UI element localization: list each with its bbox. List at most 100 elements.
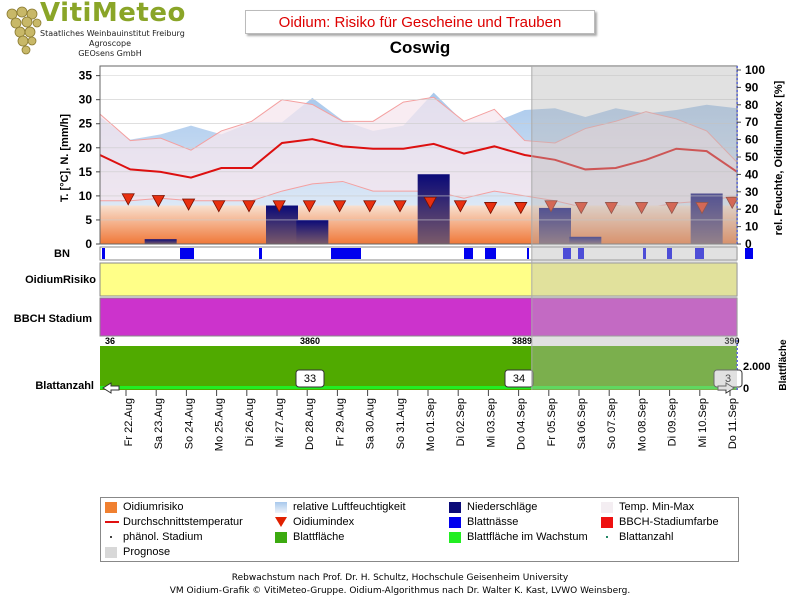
legend-label: Blattanzahl [619,531,674,543]
risk-label: OidiumRisiko [25,274,96,286]
precipitation-bar [296,219,329,244]
x-tick-label: Mo 08.Sep [636,398,648,451]
y-axis-label: T. [°C], N. [mm/h] [59,114,71,202]
legend-item: Durchschnittstemperatur [105,516,243,528]
leaf-area-label: Blattfläche [778,339,789,391]
bbch-label: BBCH Stadium [14,313,92,325]
y-right-tick-label: 60 [745,133,759,147]
legend-swatch [449,531,461,543]
legend-label: Oidiumindex [293,516,355,528]
precipitation-bar [266,205,298,244]
legend-item: phänol. Stadium [105,531,203,543]
legend-swatch [449,516,461,528]
y-axis-right-label: rel. Feuchte, OidiumIndex [%] [773,80,785,235]
leaf-area-band [100,346,737,390]
forecast-overlay [531,66,737,390]
y-right-tick-label: 30 [745,185,759,199]
legend-item: Blattfläche [275,531,344,543]
x-tick-label: Mo 25.Aug [214,398,226,451]
x-tick-label: Do 04.Sep [516,398,528,450]
legend-item: Blattanzahl [601,531,673,543]
leaf-growth-band [100,386,737,389]
leaf-wetness-bar [259,248,262,259]
x-tick-label: So 24.Aug [183,398,195,449]
leaf-number-box [504,369,534,388]
logo-line-1: Staatliches Weinbauinstitut Freiburg [40,29,185,38]
y-tick-label: 5 [85,213,92,227]
y-tick-label: 25 [79,117,93,131]
x-tick-label: So 31.Aug [395,398,407,449]
leaf-wetness-bar [578,248,584,259]
legend-swatch [606,536,608,538]
y-right-tick-label: 90 [745,80,759,94]
leaf-area-right-tick: 2.000 [743,361,771,373]
leaf-wetness-bar [667,248,672,259]
y-right-tick-label: 10 [745,220,759,234]
oidium-index-marker [665,202,679,215]
y-right-tick-label: 70 [745,115,759,129]
leaf-number-label: 34 [513,373,525,385]
plot-area [100,75,737,244]
temp-min-max-band [100,97,737,208]
x-tick-label: Fr 29.Aug [334,398,346,446]
x-tick-label: Sa 23.Aug [153,398,165,449]
oidium-index-marker [151,195,166,208]
leaf-wetness-bar [745,248,753,259]
precipitation-bar [417,174,450,244]
x-tick-label: Di 26.Aug [244,398,256,446]
y-tick-label: 15 [79,165,93,179]
leaf-wetness-bar [563,248,571,259]
y-right-tick-label: 50 [745,150,759,164]
legend-label: BBCH-Stadiumfarbe [619,516,719,528]
y-tick-label: 35 [79,69,93,83]
legend-swatch [601,501,613,513]
oidium-index-marker [272,200,286,213]
forecast-shade [531,66,737,390]
legend-swatch [105,521,119,523]
leaf-wetness-bar [331,248,361,259]
grape-logo-icon [6,6,42,55]
legend-label: relative Luftfeuchtigkeit [293,501,406,513]
oidium-index-marker [634,202,649,215]
oidium-index-marker [332,200,347,213]
leaf-wetness-bar [464,248,473,259]
x-tick-label: Do 11.Sep [727,398,739,449]
legend-item: Prognose [105,546,170,558]
oidium-index-marker [483,202,498,215]
precipitation-bar [690,193,723,244]
leaf-wetness-bar [102,248,105,259]
leaf-number-label: 3 [725,373,731,385]
leaf-wetness-bar [485,248,496,259]
x-tick-label: Di 02.Sep [455,398,467,446]
leaf-area-right-tick: 0 [743,383,749,395]
x-tick-label: Sa 06.Sep [576,398,588,449]
legend-label: Blattnässe [467,516,519,528]
x-tick-label: Mi 10.Sep [697,398,709,448]
y-right-tick-label: 100 [745,63,765,77]
legend-swatch [275,517,287,527]
y-right-tick-label: 80 [745,98,759,112]
y-right-tick-label: 20 [745,202,759,216]
legend-label: Blattfläche im Wachstum [467,531,588,543]
legend-item: Blattfläche im Wachstum [449,531,588,543]
y-tick-label: 20 [79,141,93,155]
x-tick-label: Mi 27.Aug [274,398,286,448]
oidium-index-marker [604,202,619,215]
oidium-index-marker [574,202,588,215]
x-tick-label: Mo 01.Sep [425,398,437,451]
leaf-area-tick: 3860 [300,336,320,346]
leaf-panel: 36 3860 3889 390 33 34 3 2.000 0 [100,336,771,395]
legend-label: Durchschnittstemperatur [123,516,243,528]
legend-label: Blattfläche [293,531,345,543]
oidium-index-marker [242,200,256,213]
x-tick-label: Fr 05.Sep [546,398,558,446]
x-tick-label: Sa 30.Aug [365,398,377,449]
location-title: Coswig [389,38,451,57]
oidium-risk-panel [99,262,738,297]
footer-line-1: Rebwachstum nach Prof. Dr. H. Schultz, H… [231,573,569,583]
oidium-index-marker [363,200,377,213]
bbch-panel [99,297,738,337]
x-axis: Fr 22.Aug Sa 23.Aug So 24.Aug Mo 25.Aug Di 2… [123,390,739,451]
leaf-wetness-panel [99,246,753,261]
legend-item: BBCH-Stadiumfarbe [601,516,719,528]
